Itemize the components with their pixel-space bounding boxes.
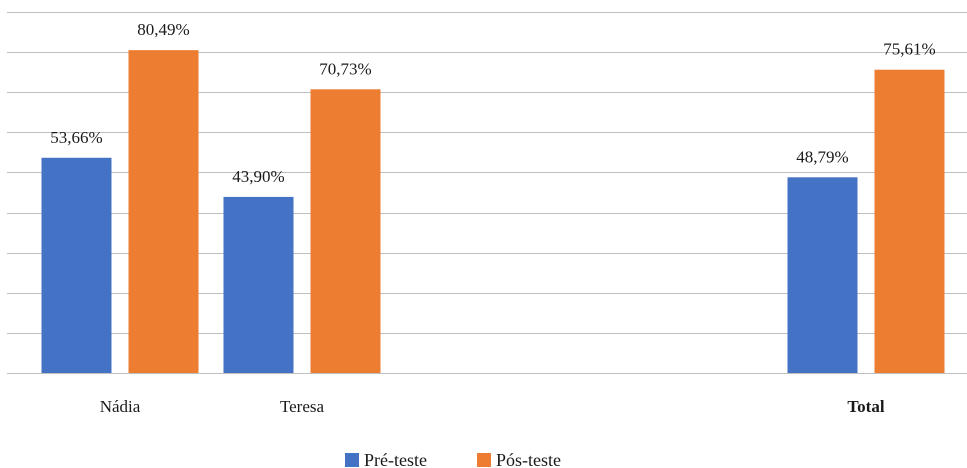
x-tick-label: Nádia <box>100 397 141 416</box>
data-label: 75,61% <box>883 40 935 59</box>
bar-pos-teste <box>310 89 381 373</box>
data-labels: 53,66% 43,90% 48,79% 80,49% 70,73% 75,61% <box>50 20 935 186</box>
x-tick-label: Teresa <box>280 397 325 416</box>
bar-pre-teste <box>223 196 294 373</box>
legend-item: Pré-teste <box>345 450 427 468</box>
legend-swatch <box>345 453 359 467</box>
bar-pre-teste <box>41 157 112 373</box>
data-label: 80,49% <box>137 20 189 39</box>
legend-swatch <box>477 453 491 467</box>
bars <box>41 50 945 374</box>
data-label: 70,73% <box>319 59 371 78</box>
bar-pre-teste <box>787 177 858 373</box>
bar-pos-teste <box>128 50 199 374</box>
legend-label: Pós-teste <box>496 450 561 468</box>
legend-item: Pós-teste <box>477 450 561 468</box>
bar-pos-teste <box>874 69 945 374</box>
data-label: 48,79% <box>796 147 848 166</box>
legend: Pré-teste Pós-teste <box>345 450 561 468</box>
data-label: 53,66% <box>50 128 102 147</box>
x-tick-label: Total <box>847 397 884 416</box>
x-tick-labels: Nádia Teresa Total <box>100 397 885 416</box>
legend-label: Pré-teste <box>364 450 427 468</box>
data-label: 43,90% <box>232 167 284 186</box>
